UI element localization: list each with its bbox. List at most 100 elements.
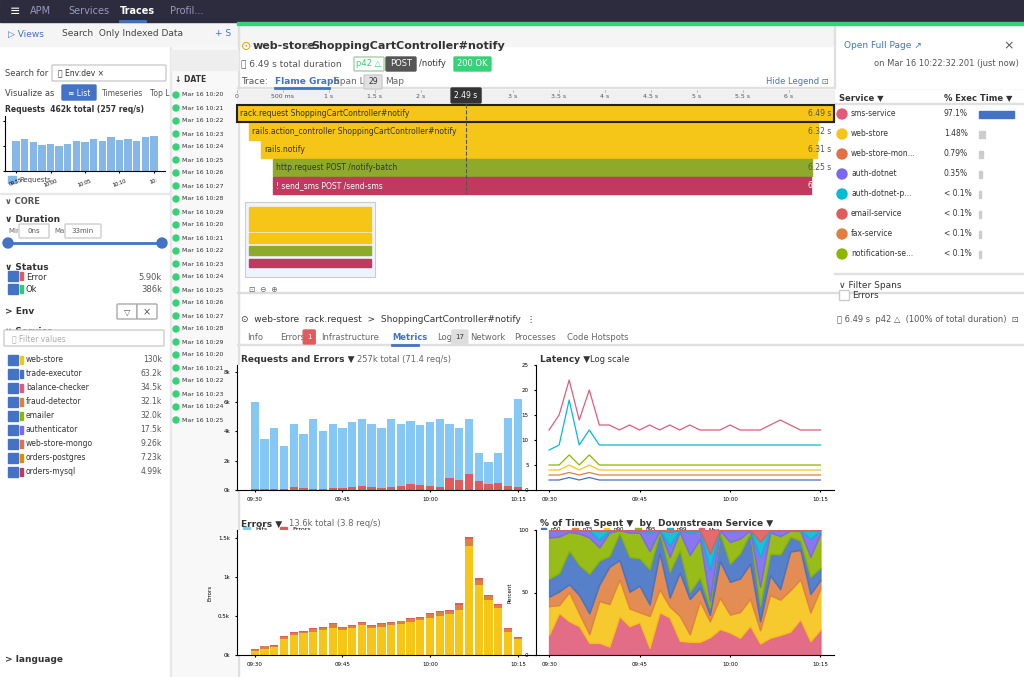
Text: 97.1%: 97.1% <box>944 110 968 118</box>
p75 <box>543 471 555 479</box>
Text: Mar 16 10:23: Mar 16 10:23 <box>182 131 223 137</box>
p90 <box>593 466 605 474</box>
Bar <box>151 136 158 171</box>
Text: Mar 16 10:20: Mar 16 10:20 <box>182 93 223 97</box>
p99 <box>693 441 706 449</box>
Bar <box>426 617 434 655</box>
Bar <box>357 626 366 655</box>
p99 <box>664 441 676 449</box>
p95 <box>693 461 706 469</box>
Bar <box>20 272 23 280</box>
p99 <box>634 441 646 449</box>
Bar <box>357 623 366 626</box>
Line: p75: p75 <box>549 473 820 475</box>
Text: ≡ List: ≡ List <box>68 89 90 97</box>
Text: 2.49 s: 2.49 s <box>457 95 476 100</box>
Text: ⊙  web-store  rack.request  >  ShoppingCartController#notify  ⋮: ⊙ web-store rack.request > ShoppingCartC… <box>241 315 536 324</box>
p99 <box>724 441 736 449</box>
Bar <box>299 632 307 633</box>
Max <box>814 426 826 434</box>
Max <box>774 416 786 424</box>
p90 <box>553 466 565 474</box>
p75 <box>613 471 626 479</box>
p95 <box>593 461 605 469</box>
p95 <box>734 461 746 469</box>
Circle shape <box>173 404 179 410</box>
Circle shape <box>837 169 847 179</box>
Max <box>754 426 766 434</box>
p75 <box>743 471 756 479</box>
Legend: Hits, Errors: Hits, Errors <box>240 524 313 534</box>
p50 <box>734 476 746 484</box>
Bar <box>251 649 259 651</box>
Bar <box>495 453 503 490</box>
p75 <box>553 471 565 479</box>
p75 <box>674 471 686 479</box>
Bar <box>387 487 395 490</box>
Bar <box>416 485 425 490</box>
p95 <box>553 461 565 469</box>
p95 <box>743 461 756 469</box>
p99 <box>583 426 595 434</box>
Max <box>563 376 575 384</box>
Text: > language: > language <box>5 655 63 663</box>
p99 <box>703 441 716 449</box>
Circle shape <box>837 109 847 119</box>
Circle shape <box>173 92 179 98</box>
Text: Mar 16 10:21: Mar 16 10:21 <box>182 236 223 240</box>
Text: Requests and Errors ▼: Requests and Errors ▼ <box>241 355 354 364</box>
Text: Flame Graph: Flame Graph <box>275 77 340 87</box>
Bar <box>108 137 115 171</box>
Bar <box>20 384 23 392</box>
p75 <box>774 471 786 479</box>
Bar <box>30 142 37 171</box>
Text: balance-checker: balance-checker <box>26 383 89 393</box>
Bar <box>125 139 132 171</box>
Max <box>784 421 797 429</box>
Bar <box>8 439 18 449</box>
Bar <box>407 484 415 490</box>
Text: http.request POST /notify-batch: http.request POST /notify-batch <box>276 164 397 173</box>
Circle shape <box>173 196 179 202</box>
Bar <box>426 613 434 614</box>
p99 <box>603 441 615 449</box>
Circle shape <box>157 238 167 248</box>
Bar <box>435 611 444 612</box>
Text: Error: Error <box>26 273 47 282</box>
Text: 2.49 s: 2.49 s <box>455 91 477 100</box>
Circle shape <box>173 105 179 111</box>
Text: Top L: Top L <box>150 89 170 97</box>
Bar <box>435 420 444 490</box>
p90 <box>754 466 766 474</box>
Text: ∨ Status: ∨ Status <box>5 263 48 271</box>
Text: Mar 16 10:28: Mar 16 10:28 <box>182 196 223 202</box>
Bar <box>270 647 279 655</box>
Bar <box>979 171 982 178</box>
Bar <box>387 623 395 626</box>
p95 <box>795 461 807 469</box>
Bar <box>396 624 406 655</box>
Text: on Mar 16 10:22:32.201 (just now): on Mar 16 10:22:32.201 (just now) <box>874 60 1019 68</box>
Bar <box>65 144 72 171</box>
p99 <box>814 441 826 449</box>
Bar <box>979 131 985 138</box>
Text: 13.6k total (3.8 req/s): 13.6k total (3.8 req/s) <box>289 519 381 529</box>
Text: Mar 16 10:22: Mar 16 10:22 <box>182 118 223 123</box>
Bar <box>377 627 385 655</box>
Bar <box>387 420 395 490</box>
Bar <box>290 487 298 490</box>
p75 <box>734 471 746 479</box>
Bar <box>357 420 366 490</box>
Circle shape <box>173 131 179 137</box>
Bar <box>8 271 18 281</box>
Bar <box>834 273 1024 274</box>
Circle shape <box>173 300 179 306</box>
Bar <box>290 636 298 655</box>
Max <box>764 421 776 429</box>
Bar <box>141 137 150 171</box>
Text: Mar 16 10:28: Mar 16 10:28 <box>182 326 223 332</box>
Bar <box>280 489 288 490</box>
p99 <box>795 441 807 449</box>
Bar <box>475 580 483 585</box>
Bar <box>514 639 522 655</box>
